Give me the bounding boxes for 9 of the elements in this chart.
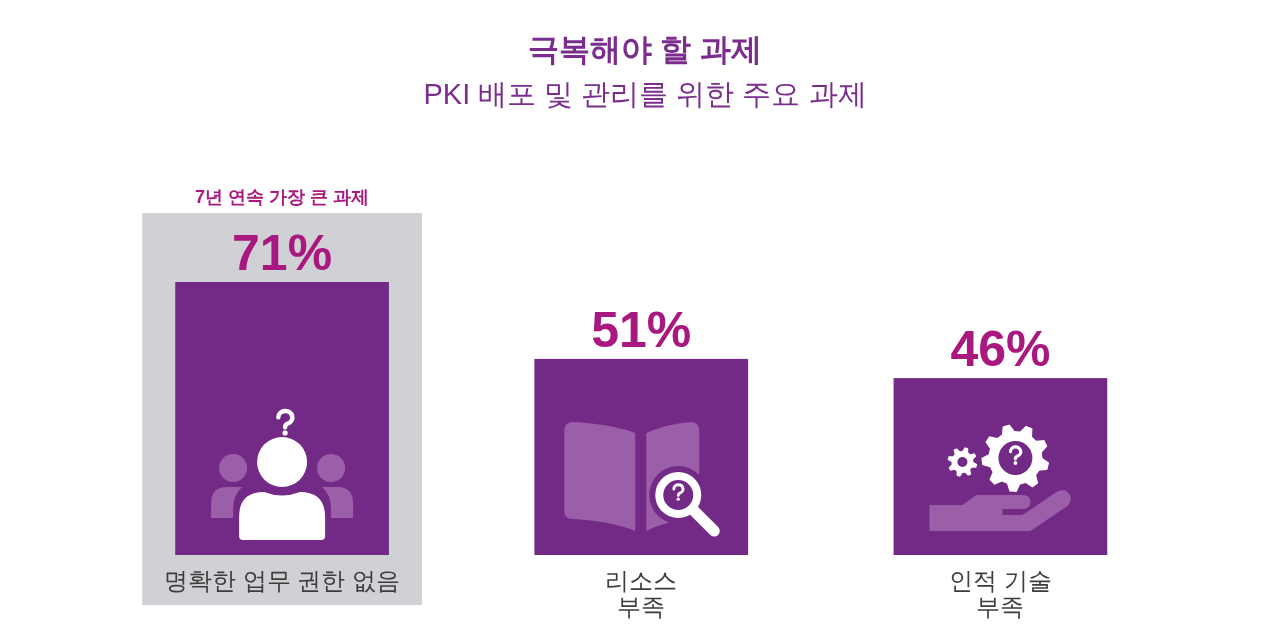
band-label: 7년 연속 가장 큰 과제 — [195, 187, 370, 207]
x-tick-label: 인적 기술 부족 — [949, 567, 1052, 620]
data-label: 51% — [591, 301, 692, 358]
chart-title: 극복해야 할 과제 — [527, 32, 763, 67]
x-tick-label: 리소스 부족 — [605, 567, 678, 620]
data-label: 71% — [232, 225, 333, 281]
data-label: 46% — [950, 321, 1051, 378]
x-tick-label: 명확한 업무 권한 없음 — [164, 567, 401, 594]
chart-subtitle: PKI 배포 및 관리를 위한 주요 과제 — [423, 78, 867, 110]
